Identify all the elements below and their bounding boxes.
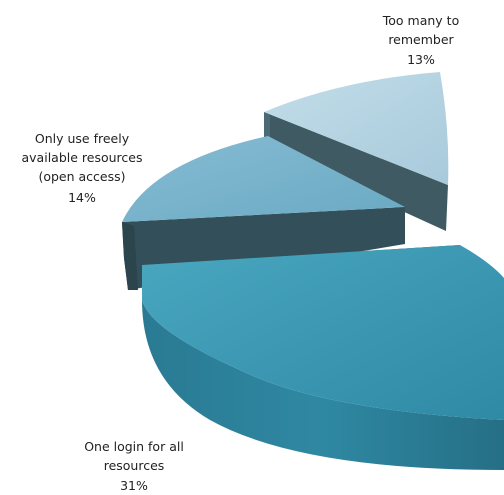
slice-one-login bbox=[142, 245, 504, 470]
label-line: (open access) bbox=[38, 169, 125, 184]
slice-one-login-side bbox=[142, 300, 504, 470]
slice-label-too-many: Too many to remember 13% bbox=[382, 13, 459, 67]
label-percent: 31% bbox=[120, 478, 148, 491]
slice-open-access-side bbox=[122, 222, 138, 290]
label-line: One login for all bbox=[84, 439, 184, 454]
label-line: Only use freely bbox=[35, 131, 130, 146]
slice-too-many-top bbox=[264, 72, 449, 185]
label-line: Too many to bbox=[382, 13, 459, 28]
slice-label-open-access: Only use freely available resources (ope… bbox=[22, 131, 143, 205]
label-percent: 13% bbox=[407, 52, 435, 67]
label-line: available resources bbox=[22, 150, 143, 165]
slice-one-login-top bbox=[142, 245, 504, 420]
label-line: remember bbox=[388, 32, 454, 47]
slice-label-one-login: One login for all resources 31% bbox=[84, 439, 184, 493]
label-percent: 14% bbox=[68, 190, 96, 205]
slice-too-many-cut-face bbox=[264, 112, 448, 231]
slice-open-access-top bbox=[122, 136, 405, 222]
label-line: resources bbox=[104, 458, 165, 473]
